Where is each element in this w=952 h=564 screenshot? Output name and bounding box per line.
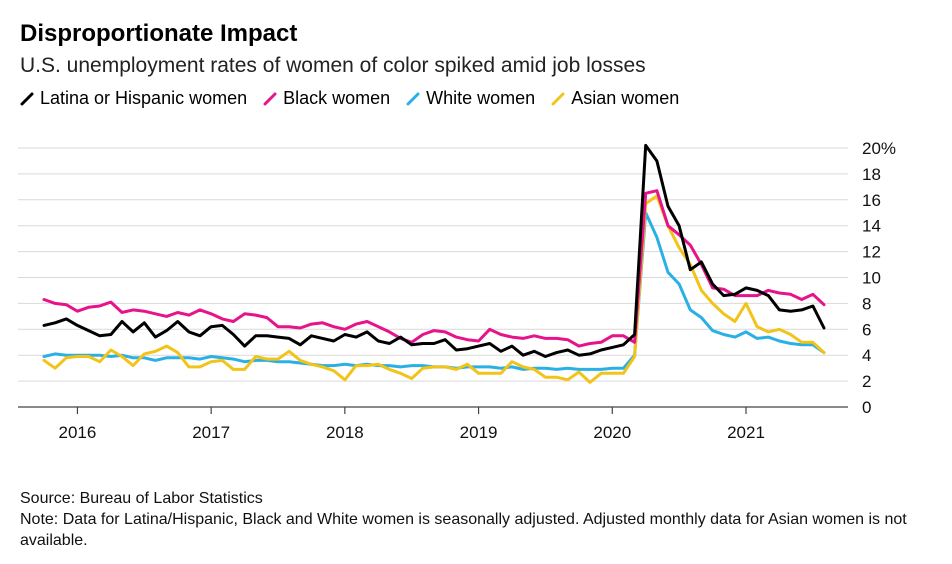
x-tick-label: 2019 <box>460 423 498 442</box>
y-tick-label: 14 <box>862 217 881 236</box>
x-tick-label: 2018 <box>326 423 364 442</box>
chart-subtitle: U.S. unemployment rates of women of colo… <box>20 54 646 77</box>
chart-title: Disproportionate Impact <box>20 20 298 47</box>
y-tick-label: 0 <box>862 398 871 417</box>
series-line-white-women <box>42 211 826 371</box>
x-tick-label: 2017 <box>192 423 230 442</box>
x-tick-label: 2016 <box>59 423 97 442</box>
y-tick-label: 18 <box>862 165 881 184</box>
legend: Latina or Hispanic women Black women Whi… <box>20 88 695 109</box>
y-tick-label: 8 <box>862 294 871 313</box>
legend-label-black: Black women <box>283 88 391 108</box>
x-tick-label: 2020 <box>593 423 631 442</box>
y-tick-label: 16 <box>862 191 881 210</box>
footer: Source: Bureau of Labor Statistics Note:… <box>20 488 935 551</box>
legend-marker-white <box>406 92 420 105</box>
legend-item-black: Black women <box>263 88 390 109</box>
y-tick-label: 20% <box>862 139 896 158</box>
y-tick-label: 12 <box>862 243 881 262</box>
y-tick-label: 4 <box>862 346 871 365</box>
y-tick-label: 6 <box>862 320 871 339</box>
series-line-black-women <box>42 189 826 348</box>
x-tick-label: 2021 <box>727 423 765 442</box>
y-tick-label: 10 <box>862 269 881 288</box>
source-note: Source: Bureau of Labor Statistics <box>20 490 263 507</box>
series-line-asian-women <box>42 194 826 384</box>
legend-item-asian: Asian women <box>551 88 679 109</box>
data-note: Note: Data for Latina/Hispanic, Black an… <box>20 511 907 549</box>
legend-item-white: White women <box>406 88 535 109</box>
series-line-latina-or-hispanic-women <box>42 143 826 358</box>
legend-marker-asian <box>551 92 565 105</box>
legend-label-asian: Asian women <box>571 88 680 108</box>
legend-label-white: White women <box>426 88 536 108</box>
legend-marker-latina <box>20 92 34 105</box>
legend-label-latina: Latina or Hispanic women <box>40 88 248 108</box>
legend-marker-black <box>263 92 277 105</box>
y-tick-label: 2 <box>862 372 871 391</box>
legend-item-latina: Latina or Hispanic women <box>20 88 247 109</box>
line-chart: 0 2 4 6 8 10 12 14 16 18 20% 2016 2017 2018 2019 2020 20… <box>18 139 896 442</box>
